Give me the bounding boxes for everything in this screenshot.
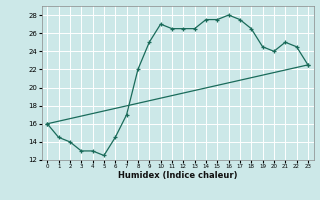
X-axis label: Humidex (Indice chaleur): Humidex (Indice chaleur) — [118, 171, 237, 180]
